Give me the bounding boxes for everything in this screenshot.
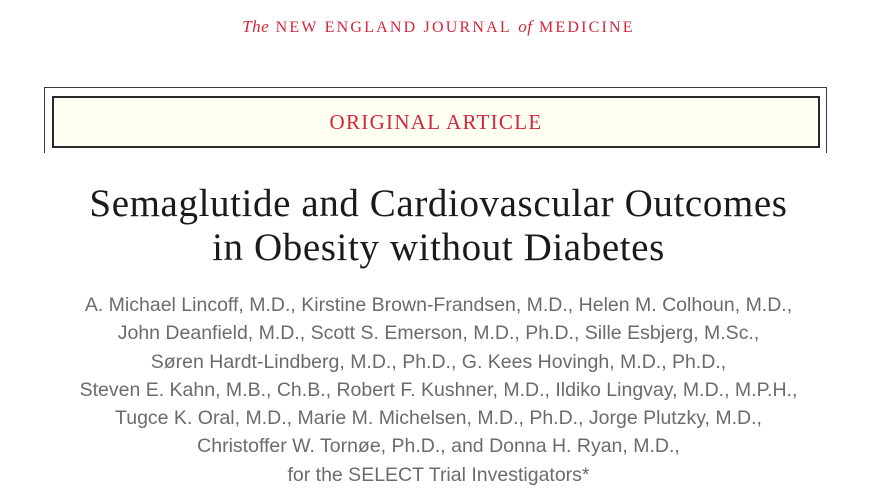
author-line: Søren Hardt-Lindberg, M.D., Ph.D., G. Ke… [150,350,727,373]
masthead-connector: of [518,17,533,36]
author-line: John Deanfield, M.D., Scott S. Emerson, … [117,322,760,345]
author-line: A. Michael Lincoff, M.D., Kirstine Brown… [84,294,793,316]
journal-masthead: The NEW ENGLAND JOURNAL of MEDICINE [0,17,877,37]
title-line-1: Semaglutide and Cardiovascular Outcomes [89,182,788,225]
masthead-prefix: The [242,17,270,36]
article-type-label: ORIGINAL ARTICLE [329,110,543,134]
masthead-name-part2: MEDICINE [538,19,635,36]
author-list: A. Michael Lincoff, M.D., Kirstine Brown… [0,291,877,489]
masthead-name-part1: NEW ENGLAND JOURNAL [275,19,512,36]
title-line-2: in Obesity without Diabetes [212,226,665,269]
author-line-group-attribution: for the SELECT Trial Investigators* [287,463,590,486]
article-type-frame [44,87,827,153]
author-line: Steven E. Kahn, M.B., Ch.B., Robert F. K… [79,378,798,401]
article-type-box: ORIGINAL ARTICLE [52,96,820,148]
article-title: Semaglutide and Cardiovascular Outcomes … [0,182,877,270]
author-line: Tugce K. Oral, M.D., Marie M. Michelsen,… [115,407,762,430]
author-line: Christoffer W. Tornøe, Ph.D., and Donna … [197,435,680,458]
